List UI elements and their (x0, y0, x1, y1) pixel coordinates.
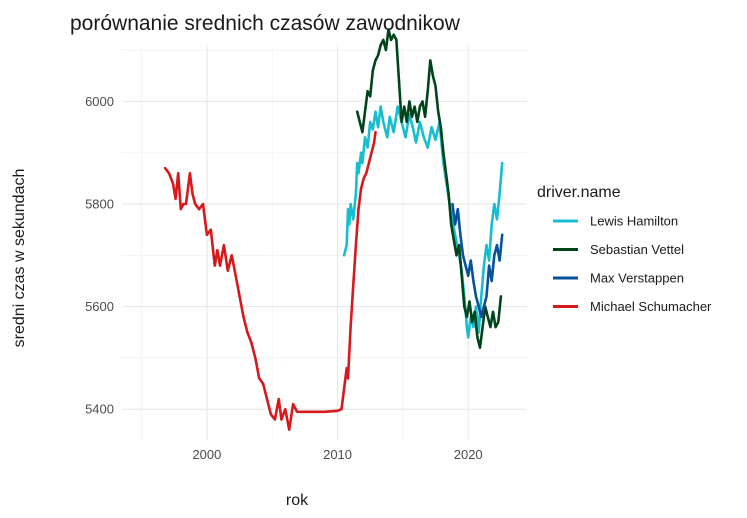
y-tick-label: 5600 (85, 299, 114, 314)
legend-title: driver.name (537, 184, 621, 201)
grid (122, 45, 527, 440)
y-axis-title: sredni czas w sekundach (11, 169, 28, 348)
series-line-michael-schumacher (163, 130, 377, 431)
series-lines (163, 28, 504, 431)
chart-title: porównanie srednich czasów zawodnikow (70, 12, 461, 35)
legend-label: Max Verstappen (590, 271, 684, 286)
series-line-lewis-hamilton (342, 105, 504, 339)
y-tick-label: 5400 (85, 402, 114, 417)
series-line-max-verstappen (451, 202, 504, 319)
y-tick-label: 6000 (85, 94, 114, 109)
x-tick-label: 2000 (192, 447, 221, 462)
x-tick-label: 2010 (323, 447, 352, 462)
x-axis-title: rok (286, 492, 309, 509)
x-tick-label: 2020 (454, 447, 483, 462)
y-tick-labels: 5400 5600 5800 6000 (85, 94, 114, 417)
series-line-sebastian-vettel (355, 28, 503, 349)
legend: driver.name Lewis Hamilton Sebastian Vett… (537, 184, 712, 314)
legend-label: Sebastian Vettel (590, 242, 684, 257)
legend-items: Lewis Hamilton Sebastian Vettel Max Versta… (553, 214, 712, 314)
x-tick-labels: 2000 2010 2020 (192, 447, 482, 462)
y-tick-label: 5800 (85, 197, 114, 212)
legend-label: Michael Schumacher (590, 299, 712, 314)
legend-label: Lewis Hamilton (590, 214, 678, 229)
